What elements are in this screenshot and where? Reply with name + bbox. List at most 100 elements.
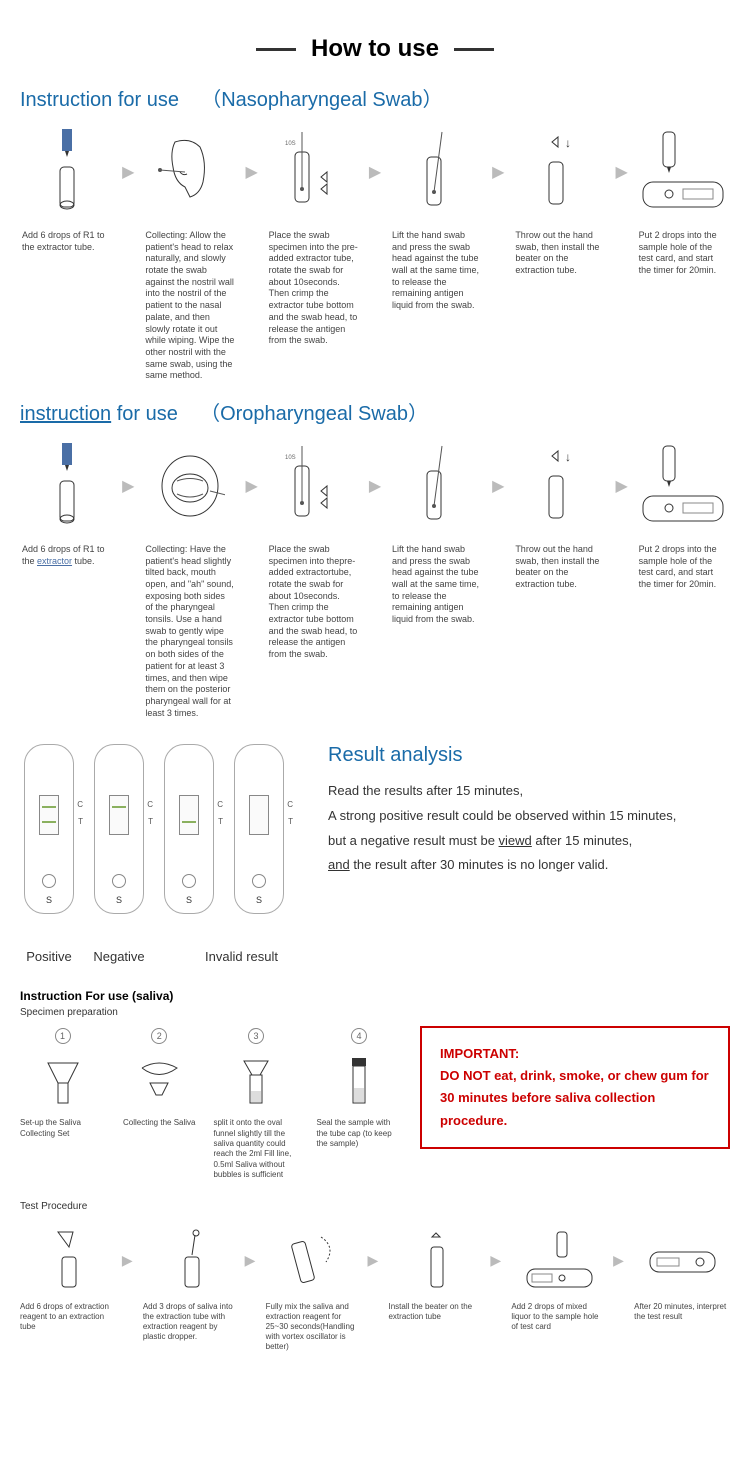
saliva-prep-label: Specimen preparation [20, 1007, 730, 1018]
num-badge: 3 [248, 1028, 264, 1044]
step-text: Lift the hand swab and press the swab he… [390, 230, 483, 312]
tp-4: Install the beater on the extraction tub… [388, 1222, 484, 1322]
step-text: Throw out the hand swab, then install th… [513, 544, 606, 591]
naso-title-text: Instruction for use [20, 89, 179, 111]
tube-sealed-icon [316, 1048, 401, 1113]
arrow-icon: ▶ [612, 122, 632, 222]
naso-step-6: Put 2 drops into the sample hole of the … [637, 122, 730, 277]
oro-title-swab: （Oropharyngeal Swab） [200, 403, 428, 425]
t-und: viewd [499, 833, 532, 848]
test-proc-label: Test Procedure [20, 1201, 730, 1212]
result-cards: CT S Positive CT S Negative [20, 744, 288, 964]
warning-box: IMPORTANT: DO NOT eat, drink, smoke, or … [420, 1026, 730, 1148]
result-card-icon [634, 1222, 730, 1297]
saliva-title: Instruction For use (saliva) [20, 989, 730, 1003]
arrow-icon: ▶ [122, 1222, 137, 1269]
oro-steps: Add 6 drops of R1 to the extractor tube.… [20, 436, 730, 719]
tp-6: After 20 minutes, interpret the test res… [634, 1222, 730, 1322]
naso-steps: Add 6 drops of R1 to the extractor tube.… [20, 122, 730, 382]
head-swab-icon [143, 122, 236, 222]
swab-in-tube-icon: 10S [267, 436, 360, 536]
naso-step-5: ↓ Throw out the hand swab, then install … [513, 122, 606, 277]
step-text: Place the swab specimen into thepre-adde… [267, 544, 360, 661]
dropper-tube-icon [20, 436, 113, 536]
warn-line: IMPORTANT: [440, 1046, 519, 1061]
oro-step-1: Add 6 drops of R1 to the extractor tube. [20, 436, 113, 567]
step-text: Put 2 drops into the sample hole of the … [637, 544, 730, 591]
mouth-swab-icon [143, 436, 236, 536]
t: A strong positive result could be observ… [328, 808, 676, 823]
svg-text:↓: ↓ [565, 450, 571, 464]
arrow-icon: ▶ [490, 1222, 505, 1269]
t: tube. [72, 556, 95, 566]
t: Read the results after 15 minutes, [328, 783, 523, 798]
svg-text:↓: ↓ [565, 136, 571, 150]
saliva-prep-1: 1 Set-up the Saliva Collecting Set [20, 1026, 105, 1180]
oro-title-for-use: for use [111, 403, 178, 425]
t: but a negative result must be [328, 833, 499, 848]
naso-step-2: Collecting: Allow the patient's head to … [143, 122, 236, 382]
arrow-icon: ▶ [245, 1222, 260, 1269]
saliva-prep-4: 4 Seal the sample with the tube cap (to … [316, 1026, 401, 1180]
t-und: and [328, 857, 350, 872]
step-text: Seal the sample with the tube cap (to ke… [316, 1118, 401, 1149]
step-text: Place the swab specimen into the pre-add… [267, 230, 360, 347]
tp-2: Add 3 drops of saliva into the extractio… [143, 1222, 239, 1342]
result-positive: CT S Positive [20, 744, 78, 964]
drop-card-icon [637, 436, 730, 536]
result-negative: CT S Negative [90, 744, 148, 964]
naso-step-1: Add 6 drops of R1 to the extractor tube. [20, 122, 113, 253]
naso-step-4: Lift the hand swab and press the swab he… [390, 122, 483, 312]
svg-text:10S: 10S [285, 141, 296, 147]
mix-icon [266, 1222, 362, 1297]
reagent-drop-icon [20, 1222, 116, 1297]
result-section: CT S Positive CT S Negative [20, 744, 730, 964]
step-text: Add 6 drops of R1 to the extractor tube. [20, 230, 113, 253]
add-saliva-icon [143, 1222, 239, 1297]
arrow-icon: ▶ [367, 1222, 382, 1269]
test-procedure: Add 6 drops of extraction reagent to an … [20, 1222, 730, 1352]
step-text: Install the beater on the extraction tub… [388, 1302, 484, 1322]
arrow-icon: ▶ [612, 436, 632, 536]
step-text: Lift the hand swab and press the swab he… [390, 544, 483, 626]
num-badge: 4 [351, 1028, 367, 1044]
arrow-icon: ▶ [118, 122, 138, 222]
swab-in-tube-icon: 10S [267, 122, 360, 222]
saliva-prep-2: 2 Collecting the Saliva [123, 1026, 195, 1180]
oro-step-2: Collecting: Have the patient's head slig… [143, 436, 236, 719]
step-text: Add 6 drops of R1 to the extractor tube. [20, 544, 113, 567]
label-negative: Negative [90, 949, 148, 964]
t-und: extractor [37, 556, 72, 566]
cap-tube-icon: ↓ [513, 436, 606, 536]
arrow-icon: ▶ [488, 122, 508, 222]
step-text: Fully mix the saliva and extraction reag… [266, 1302, 362, 1352]
cap-tube-icon: ↓ [513, 122, 606, 222]
lips-icon [123, 1048, 195, 1113]
step-text: split it onto the oval funnel slightly t… [213, 1118, 298, 1180]
funnel-fill-icon [213, 1048, 298, 1113]
num-badge: 2 [151, 1028, 167, 1044]
install-beater-icon [388, 1222, 484, 1297]
step-text: Throw out the hand swab, then install th… [513, 230, 606, 277]
tp-3: Fully mix the saliva and extraction reag… [266, 1222, 362, 1352]
step-text: Add 3 drops of saliva into the extractio… [143, 1302, 239, 1342]
step-text: Add 2 drops of mixed liquor to the sampl… [511, 1302, 607, 1332]
dropper-tube-icon [20, 122, 113, 222]
arrow-icon: ▶ [118, 436, 138, 536]
result-invalid-2: CT S Invalid result [230, 744, 288, 964]
drop-card-icon [637, 122, 730, 222]
num-badge: 1 [55, 1028, 71, 1044]
result-analysis-text: Result analysis Read the results after 1… [308, 744, 730, 964]
naso-step-3: 10S Place the swab specimen into the pre… [267, 122, 360, 347]
tp-5: Add 2 drops of mixed liquor to the sampl… [511, 1222, 607, 1332]
arrow-icon: ▶ [242, 436, 262, 536]
step-text: Collecting: Have the patient's head slig… [143, 544, 236, 719]
swab-press-icon [390, 122, 483, 222]
t: the result after 30 minutes is no longer… [350, 857, 609, 872]
warn-line: DO NOT eat, drink, smoke, or chew gum fo… [440, 1068, 709, 1083]
naso-title-swab: （Nasopharyngeal Swab） [201, 89, 442, 111]
step-text: Put 2 drops into the sample hole of the … [637, 230, 730, 277]
naso-section-title: Instruction for use （Nasopharyngeal Swab… [20, 83, 730, 112]
swab-press-icon [390, 436, 483, 536]
result-title: Result analysis [328, 744, 730, 767]
